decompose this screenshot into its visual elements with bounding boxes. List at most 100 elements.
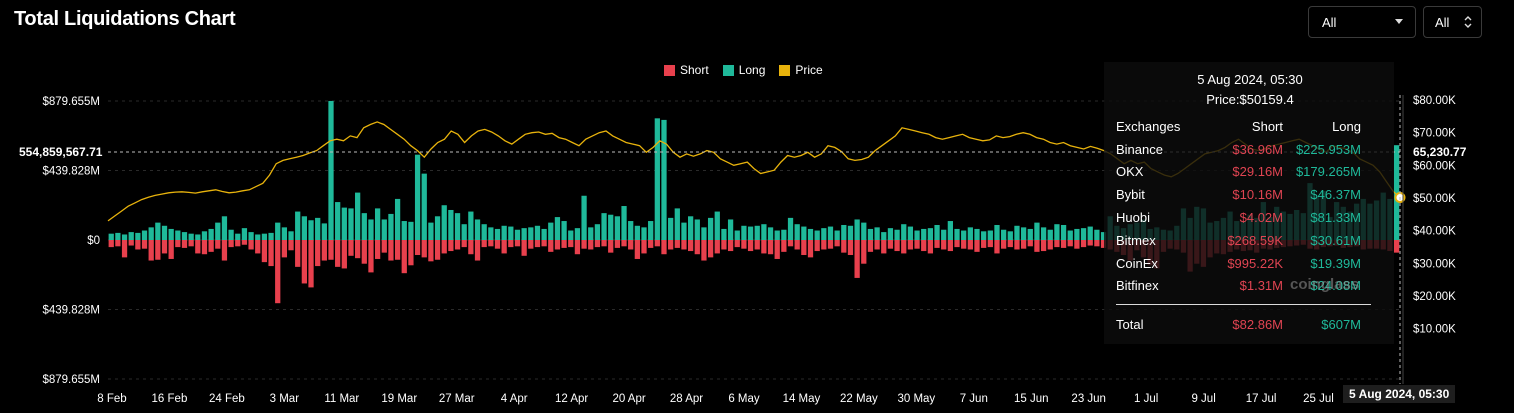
long-bar [1087,226,1093,240]
chart-tooltip: 5 Aug 2024, 05:30 Price:$50159.4 Exchang… [1104,62,1394,344]
long-bar [901,224,907,240]
long-bar [288,231,294,240]
long-bar [521,228,527,240]
short-bar [834,240,840,247]
short-bar [235,240,241,247]
short-bar [261,240,268,263]
long-bar [494,228,501,240]
legend-item-short[interactable]: Short [664,63,709,77]
short-bar [861,240,867,264]
long-bar [787,217,794,240]
short-bar [994,240,1000,254]
long-bar [401,221,407,240]
short-bar [554,240,561,250]
x-tick-label: 19 Mar [381,393,417,405]
short-bar [934,240,940,248]
short-bar [1067,240,1073,247]
long-bar [355,192,361,240]
long-bar [301,216,307,240]
short-bar [461,240,467,248]
short-bar [408,240,414,266]
long-bar [681,222,687,240]
long-bar [821,228,827,240]
short-bar [108,240,114,248]
long-bar [874,227,880,240]
long-bar [834,230,840,240]
short-bar [668,240,674,250]
short-bar [328,240,334,260]
long-bar [554,217,561,240]
short-bar [348,240,354,256]
long-bar [561,221,567,240]
long-bar [727,219,734,240]
long-bar [1080,228,1087,240]
y-left-tick-label: $879.655M [42,96,100,108]
short-bar [315,240,321,267]
row-short: $4.02M [1239,210,1283,226]
row-short: $29.16M [1232,164,1283,180]
short-bar [581,240,587,249]
long-bar [228,229,234,240]
short-bar [981,240,987,248]
short-bar [747,240,754,252]
short-bar [541,240,547,247]
legend-item-price[interactable]: Price [779,63,823,77]
x-tick-label: 24 Feb [209,393,245,405]
row-exchange: Bybit [1116,187,1145,203]
long-bar [847,225,854,240]
short-bar [1034,240,1040,252]
long-bar [1054,224,1060,240]
tooltip-row: Bybit $10.16M $46.37M [1116,183,1384,206]
short-bar [914,240,920,249]
long-bar [601,213,607,240]
short-swatch [664,64,675,76]
coinglass-watermark: coinglass [1290,276,1360,293]
short-bar [1020,240,1027,249]
short-bar [221,240,228,261]
long-bar [388,213,394,240]
long-bar [215,222,221,240]
long-bar [1007,231,1013,240]
short-bar [654,240,660,247]
exchange-select[interactable]: All [1308,6,1416,38]
legend-label-price: Price [795,63,823,77]
long-bar [161,225,168,240]
short-bar [1100,240,1107,248]
short-bar [508,240,514,248]
long-bar [168,228,174,240]
x-tick-label: 14 May [783,393,821,405]
long-bar [428,222,434,240]
short-bar [767,240,774,255]
long-bar [394,198,401,240]
tooltip-row: Bitmex $268.59K $30.61M [1116,229,1384,252]
short-bar [388,240,394,261]
y-right-tick-label: $20.00K [1413,291,1456,303]
y-right-tick-label: $70.00K [1413,128,1456,140]
short-bar [135,240,141,250]
long-bar [741,225,747,240]
short-bar [141,240,148,249]
long-bar [508,226,514,240]
short-bar [355,240,361,259]
short-bar [674,240,680,248]
short-bar [714,240,720,254]
y-right-tick-label: $30.00K [1413,258,1456,270]
x-tick-label: 27 Mar [439,393,475,405]
long-bar [914,230,920,240]
long-bar [448,209,454,240]
row-exchange: Binance [1116,141,1163,157]
x-tick-label: 25 Jul [1303,393,1334,405]
row-long: $179.265M [1295,164,1361,180]
long-bar [961,230,967,240]
long-bar [974,228,980,240]
short-bar [501,240,507,254]
coin-select[interactable]: All [1423,6,1482,38]
long-bar [934,224,940,240]
long-bar [568,230,574,240]
legend-item-long[interactable]: Long [722,63,765,77]
legend-label-short: Short [680,63,709,77]
chevron-down-icon [1395,19,1403,24]
short-bar [528,240,534,249]
long-bar [668,217,674,240]
short-bar [867,240,874,252]
